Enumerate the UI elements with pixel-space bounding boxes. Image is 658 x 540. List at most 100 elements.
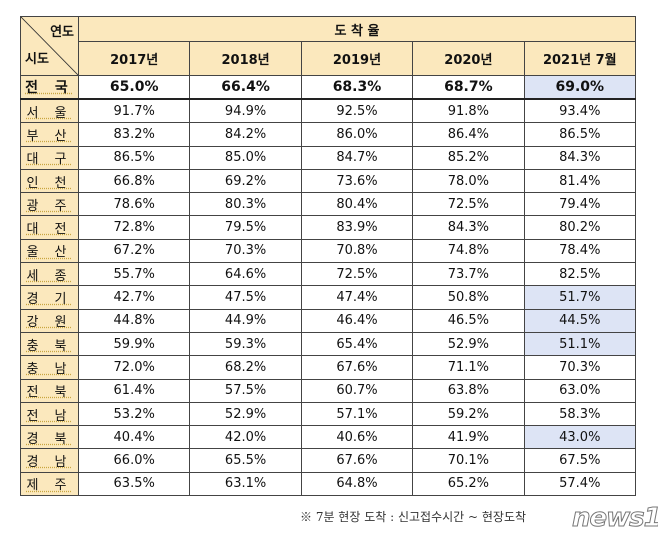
value-cell: 85.2% [412, 145, 525, 170]
value-cell: 59.3% [189, 331, 302, 357]
value-cell: 94.9% [189, 98, 302, 124]
value-cell: 69.0% [523, 75, 637, 100]
table-row: 인 천 66.8% 69.2% 73.6% 78.0% 81.4% [20, 168, 637, 194]
value-cell: 65.5% [189, 448, 302, 473]
value-cell: 67.6% [300, 355, 414, 380]
value-cell: 84.2% [189, 122, 302, 147]
value-cell: 72.8% [77, 215, 191, 240]
value-cell: 59.9% [77, 331, 191, 357]
table-row: 경 남 66.0% 65.5% 67.6% 70.1% 67.5% [20, 448, 637, 473]
value-cell: 53.2% [77, 401, 191, 427]
value-cell: 66.0% [77, 448, 191, 473]
value-cell: 44.9% [189, 308, 302, 333]
value-cell: 63.1% [189, 471, 302, 497]
table-row: 세 종 55.7% 64.6% 72.5% 73.7% 82.5% [20, 262, 637, 287]
region-cell: 경 남 [20, 448, 79, 473]
value-cell: 70.1% [412, 448, 525, 473]
value-cell: 57.5% [189, 378, 302, 403]
news1-watermark-logo: news1 [572, 503, 658, 534]
value-cell: 65.4% [300, 331, 414, 357]
value-cell: 80.4% [300, 192, 414, 217]
value-cell: 42.7% [77, 285, 191, 310]
region-cell: 인 천 [20, 168, 79, 194]
value-cell: 67.5% [523, 448, 637, 473]
value-cell: 79.4% [523, 192, 637, 217]
region-cell: 경 북 [20, 425, 79, 450]
value-cell: 72.0% [77, 355, 191, 380]
value-cell: 66.4% [189, 75, 302, 100]
value-cell: 67.6% [300, 448, 414, 473]
region-cell: 광 주 [20, 192, 79, 217]
table-row: 울 산 67.2% 70.3% 70.8% 74.8% 78.4% [20, 238, 637, 264]
value-cell: 64.8% [300, 471, 414, 497]
value-cell: 85.0% [189, 145, 302, 170]
region-cell: 울 산 [20, 238, 79, 264]
table-row: 경 기 42.7% 47.5% 47.4% 50.8% 51.7% [20, 285, 637, 310]
value-cell: 81.4% [523, 168, 637, 194]
region-cell: 부 산 [20, 122, 79, 147]
value-cell: 68.7% [412, 75, 525, 100]
value-cell: 86.5% [523, 122, 637, 147]
value-cell: 44.8% [77, 308, 191, 333]
region-label: 시도 [25, 52, 49, 67]
year-label: 연도 [50, 25, 74, 40]
value-cell: 68.3% [300, 75, 414, 100]
value-cell: 59.2% [412, 401, 525, 427]
column-header: 2021년 7월 [523, 41, 637, 76]
value-cell: 93.4% [523, 98, 637, 124]
table-row: 전 북 61.4% 57.5% 60.7% 63.8% 63.0% [20, 378, 637, 403]
value-cell: 46.4% [300, 308, 414, 333]
value-cell: 73.7% [412, 262, 525, 287]
table-row: 대 전 72.8% 79.5% 83.9% 84.3% 80.2% [20, 215, 637, 240]
value-cell: 44.5% [523, 308, 637, 333]
region-cell: 전 남 [20, 401, 79, 427]
value-cell: 42.0% [189, 425, 302, 450]
region-cell: 충 남 [20, 355, 79, 380]
value-cell: 65.2% [412, 471, 525, 497]
region-cell: 제 주 [20, 471, 79, 497]
region-cell: 대 전 [20, 215, 79, 240]
value-cell: 73.6% [300, 168, 414, 194]
value-cell: 86.5% [77, 145, 191, 170]
region-cell: 전 북 [20, 378, 79, 403]
value-cell: 66.8% [77, 168, 191, 194]
value-cell: 70.3% [189, 238, 302, 264]
value-cell: 72.5% [300, 262, 414, 287]
value-cell: 51.1% [523, 331, 637, 357]
value-cell: 58.3% [523, 401, 637, 427]
value-cell: 65.0% [77, 75, 191, 100]
value-cell: 60.7% [300, 378, 414, 403]
value-cell: 69.2% [189, 168, 302, 194]
value-cell: 63.0% [523, 378, 637, 403]
value-cell: 72.5% [412, 192, 525, 217]
value-cell: 84.3% [412, 215, 525, 240]
footnote: ※ 7분 현장 도착 : 신고접수시간 ~ 현장도착 [300, 510, 527, 524]
value-cell: 91.7% [77, 98, 191, 124]
value-cell: 86.0% [300, 122, 414, 147]
value-cell: 52.9% [412, 331, 525, 357]
value-cell: 55.7% [77, 262, 191, 287]
value-cell: 80.3% [189, 192, 302, 217]
region-cell: 대 구 [20, 145, 79, 170]
table-row: 강 원 44.8% 44.9% 46.4% 46.5% 44.5% [20, 308, 637, 333]
region-cell: 전 국 [20, 75, 79, 100]
value-cell: 47.5% [189, 285, 302, 310]
value-cell: 51.7% [523, 285, 637, 310]
value-cell: 80.2% [523, 215, 637, 240]
table-row: 제 주 63.5% 63.1% 64.8% 65.2% 57.4% [20, 471, 637, 497]
value-cell: 86.4% [412, 122, 525, 147]
region-cell: 충 북 [20, 331, 79, 357]
group-header: 도 착 율 [78, 16, 636, 42]
region-cell: 강 원 [20, 308, 79, 333]
region-cell: 서 울 [20, 98, 79, 124]
value-cell: 46.5% [412, 308, 525, 333]
value-cell: 67.2% [77, 238, 191, 264]
table-row: 부 산 83.2% 84.2% 86.0% 86.4% 86.5% [20, 122, 637, 147]
value-cell: 52.9% [189, 401, 302, 427]
column-header: 2020년 [412, 41, 525, 76]
diagonal-divider [21, 17, 78, 75]
value-cell: 57.1% [300, 401, 414, 427]
value-cell: 79.5% [189, 215, 302, 240]
table-row: 전 남 53.2% 52.9% 57.1% 59.2% 58.3% [20, 401, 637, 427]
table-row: 서 울 91.7% 94.9% 92.5% 91.8% 93.4% [20, 98, 637, 124]
